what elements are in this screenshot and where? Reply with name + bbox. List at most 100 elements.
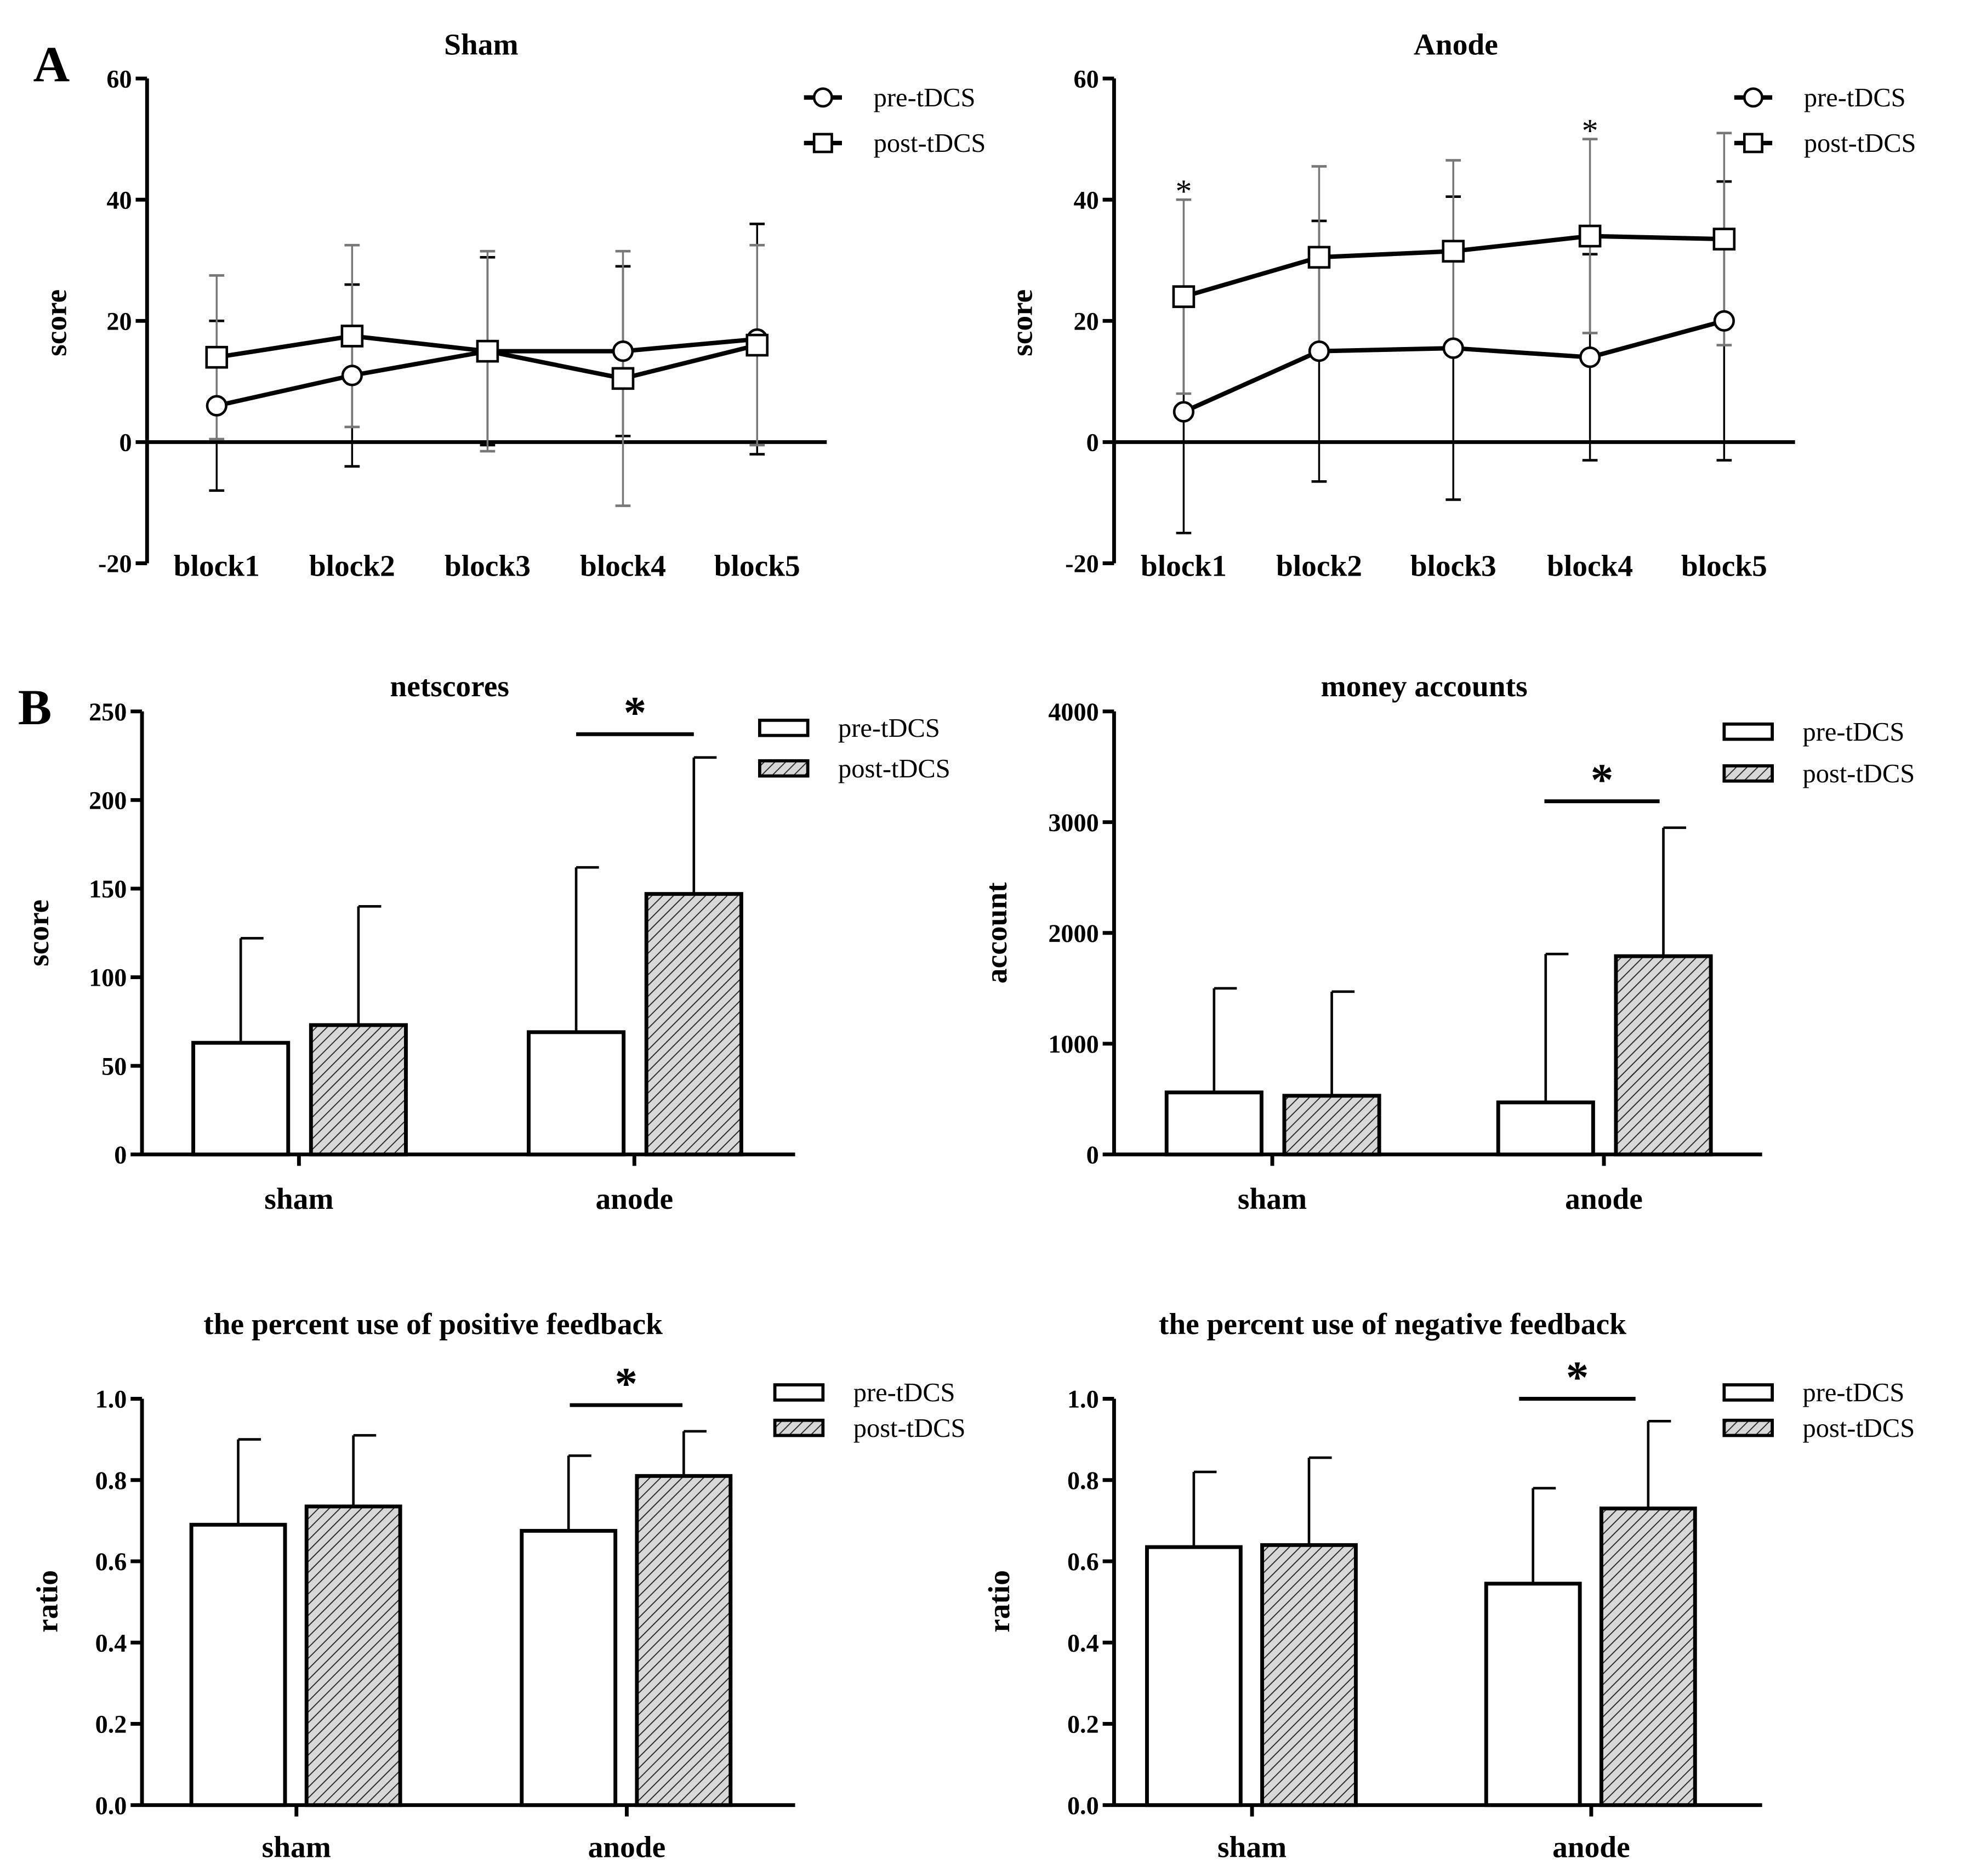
x-tick-label: anode [1565,1182,1643,1215]
x-tick-label: block4 [1547,549,1633,583]
y-tick-label: 40 [1074,186,1099,214]
data-point-square [1442,240,1465,263]
bar-post-tDCS-sham [309,1023,408,1157]
y-tick-label: 0.6 [95,1548,127,1576]
legend-swatch [1722,722,1774,741]
data-point-square [205,345,229,369]
legend-label: post-tDCS [1803,759,1915,788]
significance-star: * [614,1358,638,1408]
data-point-square [1172,285,1196,308]
legend-swatch [758,759,810,778]
data-point-square [476,339,499,363]
y-tick-label: 0.8 [1067,1466,1099,1494]
legend-marker-square [1743,133,1763,154]
x-tick-label: block1 [1141,549,1227,583]
data-point-square [1712,228,1736,251]
x-tick-label: anode [1552,1830,1630,1863]
chart-6: the percent use of negative feedback rati… [982,1307,1915,1864]
bar-pre-tDCS-sham [189,1522,287,1807]
y-tick-label: 1.0 [1067,1385,1099,1413]
y-tick-label: 0 [119,429,132,457]
chart-title: Anode [1414,27,1498,61]
y-axis-label: ratio [30,1570,64,1633]
x-tick-label: anode [595,1182,673,1215]
y-tick-label: 40 [106,186,132,214]
chart-title: money accounts [1321,669,1528,703]
chart-4: money accounts account 0 1000 2000 3000 4000 sh… [980,669,1915,1215]
y-tick-label: -20 [98,550,132,578]
bar-post-tDCS-sham [1260,1543,1358,1807]
chart-title: the percent use of negative feedback [1159,1307,1626,1341]
bar-pre-tDCS-sham [1145,1545,1243,1807]
y-tick-label: 0.0 [1067,1792,1099,1820]
panel-label-b: B [18,679,52,735]
legend-swatch [773,1383,825,1402]
legend-marker-circle [1743,87,1763,108]
legend-label: post-tDCS [1803,1414,1915,1443]
x-tick-label: block2 [1276,549,1362,583]
x-tick-label: block3 [1410,549,1496,583]
y-tick-label: 250 [89,698,127,726]
x-tick-label: block1 [174,549,260,583]
significance-star: * [624,687,647,738]
y-tick-label: 0.6 [1067,1548,1099,1576]
x-tick-label: block5 [714,549,800,583]
y-tick-label: 1.0 [95,1385,127,1413]
bar-pre-tDCS-anode [527,1030,626,1157]
y-tick-label: 200 [89,786,127,814]
x-tick-label: block3 [445,549,531,583]
bar-post-tDCS-anode [635,1474,733,1807]
legend-label: pre-tDCS [853,1378,955,1407]
y-tick-label: 0 [1086,1141,1099,1169]
y-axis-label: score [1005,289,1038,356]
chart-1: Sham score -20 0 20 40 60 block1 block2 block3 blo… [39,27,986,582]
y-tick-label: 150 [89,875,127,903]
bar-pre-tDCS-sham [191,1041,291,1157]
data-point-circle [1713,310,1735,332]
y-tick-label: 2000 [1048,919,1099,947]
legend-label: post-tDCS [1804,129,1916,158]
x-tick-label: sham [1217,1830,1287,1863]
legend-label: post-tDCS [853,1414,966,1443]
data-point-square [745,333,769,357]
y-axis-label: ratio [982,1570,1016,1633]
legend-swatch [773,1418,825,1437]
x-tick-label: sham [264,1182,333,1215]
chart-3: netscores score 0 50 100 150 200 250 sham anode pr… [21,669,950,1215]
y-tick-label: 0.4 [95,1629,127,1657]
legend-label: pre-tDCS [1803,1378,1905,1407]
x-tick-label: anode [588,1830,666,1863]
y-tick-label: 20 [106,308,132,336]
data-point-square [611,367,635,390]
y-tick-label: 60 [106,65,132,93]
x-tick-label: sham [1238,1182,1307,1215]
y-tick-label: 0.4 [1067,1629,1099,1657]
chart-2: Anode score -20 0 20 40 60 block1 block2 block3 bl… [1005,27,1916,582]
y-tick-label: 4000 [1048,698,1099,726]
chart-title: Sham [444,27,519,61]
data-point-circle [341,365,363,386]
x-tick-label: block4 [580,549,666,583]
legend-label: pre-tDCS [1803,718,1905,747]
chart-5: the percent use of positive feedback rati… [30,1307,965,1864]
x-tick-label: sham [262,1830,331,1863]
panel-label-a: A [33,36,70,92]
x-tick-label: block2 [309,549,395,583]
y-tick-label: 1000 [1048,1030,1099,1058]
legend-swatch [1722,1383,1774,1402]
legend-label: pre-tDCS [838,714,940,743]
legend-swatch [758,718,810,737]
bar-post-tDCS-sham [304,1504,402,1807]
legend-marker-square [812,133,833,154]
y-tick-label: 0.8 [95,1466,127,1494]
y-tick-label: -20 [1065,550,1099,578]
data-point-circle [1308,340,1330,362]
y-tick-label: 0 [1086,429,1099,457]
y-axis-label: account [980,882,1013,984]
significance-star: * [1175,173,1192,209]
legend-label: post-tDCS [874,129,986,158]
bar-post-tDCS-anode [1614,954,1713,1157]
y-tick-label: 100 [89,964,127,992]
significance-star: * [1582,112,1598,149]
legend-marker-circle [812,87,833,108]
